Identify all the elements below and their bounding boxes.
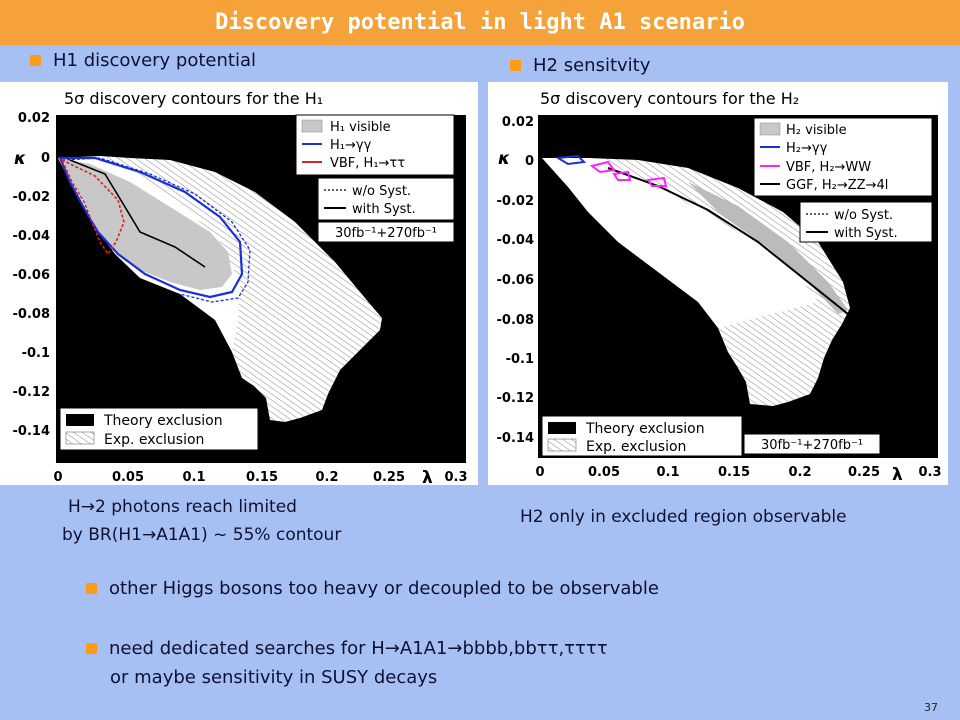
y-tick-label: -0.04 (497, 233, 534, 248)
luminosity-box: 30fb⁻¹+270fb⁻¹ (317, 221, 455, 243)
bullet-text: need dedicated searches for H→A1A1→bbbb,… (109, 638, 608, 659)
y-tick-label: -0.06 (13, 268, 50, 283)
y-tick-label: -0.1 (22, 346, 50, 361)
x-axis-label: λ (422, 468, 433, 485)
x-tick-label: 0.25 (848, 465, 880, 480)
bullet-square-icon (30, 55, 41, 66)
y-tick-label: -0.08 (497, 313, 534, 328)
bullet-square-icon (510, 60, 521, 71)
luminosity-label: 30fb⁻¹+270fb⁻¹ (761, 438, 863, 453)
x-tick-label: 0.05 (112, 470, 144, 485)
legend-label: w/o Syst. (352, 184, 411, 199)
exp-exclusion-region (100, 156, 382, 422)
y-tick-label: -0.12 (13, 385, 50, 400)
left-plot-panel: 5σ discovery contours for the H₁ 0.02 0 … (0, 82, 478, 488)
luminosity-box: 30fb⁻¹+270fb⁻¹ (743, 433, 881, 455)
y-tick-label: 0.02 (18, 111, 50, 126)
legend-label: w/o Syst. (834, 208, 893, 223)
x-tick-label: 0.25 (373, 470, 405, 485)
h2-ww-contour (589, 160, 616, 174)
x-tick-label: 0 (53, 470, 62, 485)
y-tick-label: -0.06 (497, 273, 534, 288)
x-tick-label: 0.15 (246, 470, 278, 485)
right-heading: H2 sensitvity (510, 55, 650, 76)
left-heading-text: H1 discovery potential (53, 50, 256, 71)
h1-gammagamma-contour-nosyst (61, 157, 251, 303)
y-axis-label: κ (498, 149, 510, 169)
legend-label: Exp. exclusion (104, 432, 204, 448)
y-tick-label: -0.1 (506, 352, 534, 367)
plot-title: 5σ discovery contours for the H₁ (64, 89, 323, 108)
h2-ww-contour (612, 170, 632, 181)
left-heading: H1 discovery potential (30, 50, 256, 71)
y-tick-label: 0 (525, 154, 534, 169)
title-bar: Discovery potential in light A1 scenario (0, 0, 960, 45)
left-caption-line1: H→2 photons reach limited (68, 497, 297, 517)
bullet-square-icon (86, 583, 97, 594)
x-tick-label: 0.2 (788, 465, 811, 480)
left-plot: 5σ discovery contours for the H₁ 0.02 0 … (13, 89, 468, 488)
x-tick-label: 0.3 (444, 470, 467, 485)
x-tick-label: 0.05 (588, 465, 620, 480)
bullet-item-1: other Higgs bosons too heavy or decouple… (86, 578, 659, 599)
legend-label: Exp. exclusion (586, 439, 686, 455)
legend-label: VBF, H₂→WW (786, 160, 871, 175)
y-tick-label: -0.02 (13, 190, 50, 205)
legend-bottom: Theory exclusion Exp. exclusion (541, 415, 743, 457)
x-tick-label: 0 (535, 465, 544, 480)
y-tick-label: -0.14 (497, 431, 534, 446)
slide-title: Discovery potential in light A1 scenario (215, 10, 745, 35)
h2-gammagamma-contour (554, 154, 587, 166)
y-tick-label: -0.14 (13, 424, 50, 439)
legend-label: H₂→γγ (786, 141, 828, 156)
bullet-item-2: need dedicated searches for H→A1A1→bbbb,… (86, 638, 608, 659)
x-axis-label: λ (892, 465, 903, 485)
legend-bottom: Theory exclusion Exp. exclusion (59, 407, 259, 451)
right-heading-text: H2 sensitvity (533, 55, 651, 76)
legend-label: with Syst. (352, 202, 416, 217)
right-caption: H2 only in excluded region observable (520, 507, 847, 527)
right-plot-panel: 5σ discovery contours for the H₂ 0.02 0 … (488, 82, 948, 485)
legend-label: VBF, H₁→ττ (330, 156, 405, 171)
y-tick-label: -0.08 (13, 307, 50, 322)
legend-label: Theory exclusion (103, 413, 223, 429)
exp-exclusion-region (598, 158, 850, 406)
legend-top: H₂ visible H₂→γγ VBF, H₂→WW GGF, H₂→ZZ→4… (753, 117, 933, 197)
h2-ww-contour (646, 176, 668, 187)
x-tick-label: 0.15 (718, 465, 750, 480)
y-axis-label: κ (14, 149, 26, 169)
legend-label: with Syst. (834, 226, 898, 241)
y-tick-label: -0.04 (13, 229, 50, 244)
left-caption-line2: by BR(H1→A1A1) ~ 55% contour (62, 525, 342, 545)
y-tick-label: 0.02 (502, 115, 534, 130)
legend-syst: w/o Syst. with Syst. (317, 177, 455, 221)
bullet-item-2-line2: or maybe sensitivity in SUSY decays (110, 667, 438, 688)
y-tick-label: -0.02 (497, 194, 534, 209)
x-tick-label: 0.3 (918, 465, 941, 480)
y-tick-label: 0 (41, 151, 50, 166)
y-tick-label: -0.12 (497, 391, 534, 406)
legend-label: H₂ visible (786, 123, 847, 138)
bullet-square-icon (86, 643, 97, 654)
legend-syst: w/o Syst. with Syst. (799, 201, 933, 243)
with-syst-contour (69, 159, 206, 268)
x-tick-label: 0.1 (656, 465, 679, 480)
legend-top: H₁ visible H₁→γγ VBF, H₁→ττ (295, 114, 455, 176)
x-tick-label: 0.1 (182, 470, 205, 485)
legend-label: H₁→γγ (330, 138, 372, 153)
right-plot: 5σ discovery contours for the H₂ 0.02 0 … (497, 89, 942, 485)
page-number: 37 (924, 701, 938, 714)
legend-label: Theory exclusion (585, 421, 705, 437)
plot-title: 5σ discovery contours for the H₂ (540, 89, 799, 108)
x-tick-label: 0.2 (315, 470, 338, 485)
luminosity-label: 30fb⁻¹+270fb⁻¹ (335, 226, 437, 241)
legend-label: GGF, H₂→ZZ→4l (786, 178, 888, 193)
legend-label: H₁ visible (330, 120, 391, 135)
bullet-text: other Higgs bosons too heavy or decouple… (109, 578, 659, 599)
